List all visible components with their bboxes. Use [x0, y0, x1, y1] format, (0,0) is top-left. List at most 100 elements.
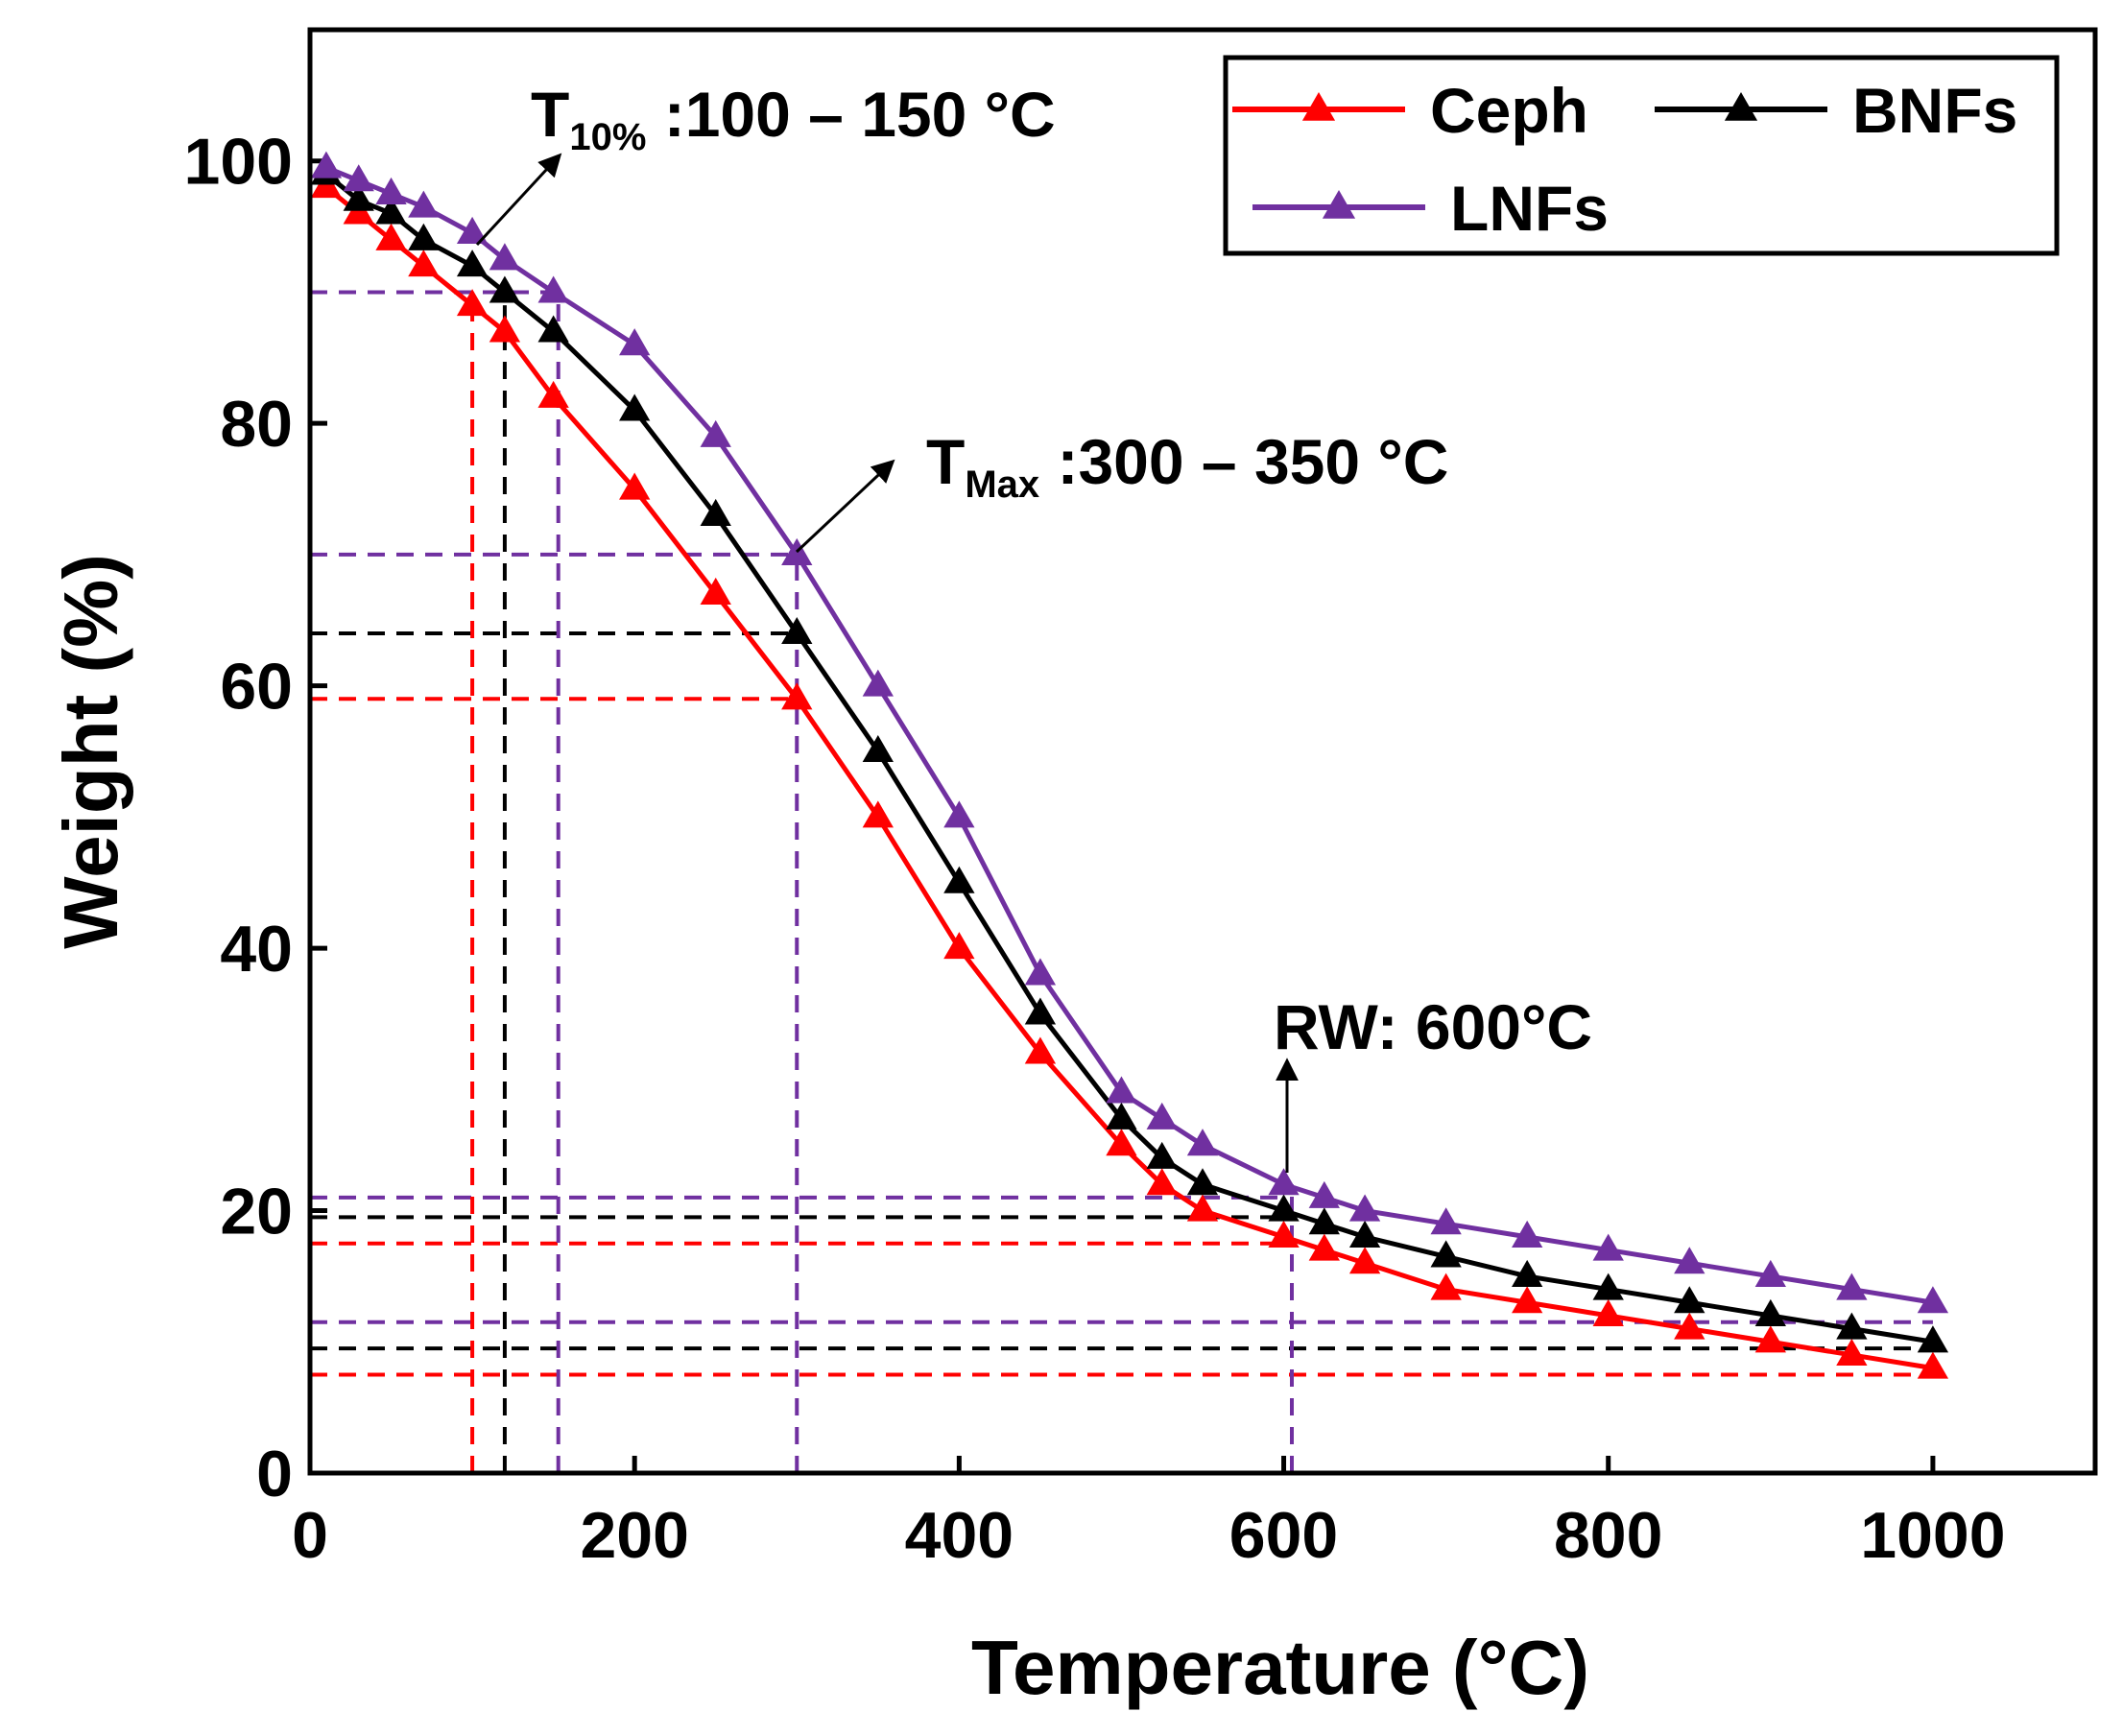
annotation-sub: 10%: [569, 116, 646, 158]
marker: [1268, 1220, 1300, 1248]
marker: [619, 328, 651, 356]
marker: [1024, 1036, 1057, 1064]
y-tick-label: 20: [220, 1176, 293, 1248]
marker: [343, 164, 374, 192]
annotation-rest: :300 – 350 °C: [1039, 426, 1448, 497]
annotation: T10% :100 – 150 °C: [531, 79, 1056, 158]
y-tick-label: 40: [220, 913, 293, 986]
legend-box: [1223, 55, 2060, 256]
marker: [781, 616, 813, 644]
marker: [1024, 958, 1057, 986]
marker: [375, 177, 407, 204]
marker: [1268, 1194, 1300, 1222]
marker: [1430, 1240, 1462, 1268]
marker: [862, 669, 894, 697]
series-line: [324, 185, 1934, 1371]
x-tick-label: 200: [580, 1499, 688, 1572]
marker: [408, 223, 440, 250]
x-axis-title: Temperature (°C): [971, 1625, 1589, 1710]
annotation-rest: :100 – 150 °C: [646, 79, 1055, 150]
marker: [943, 932, 975, 960]
marker: [700, 577, 731, 605]
y-tick-label: 100: [184, 126, 293, 199]
legend: Ceph BNFs LNFs: [1232, 75, 2017, 244]
marker: [1917, 1286, 1949, 1314]
marker: [375, 197, 407, 225]
marker: [489, 275, 521, 303]
marker: [1106, 1102, 1137, 1130]
legend-label: Ceph: [1430, 75, 1588, 146]
marker: [489, 315, 521, 343]
marker: [862, 735, 894, 763]
marker: [1186, 1194, 1219, 1222]
marker: [1268, 1168, 1300, 1196]
marker: [456, 250, 489, 277]
legend-marker: [1322, 190, 1356, 219]
arrow: [795, 459, 895, 554]
marker: [1592, 1298, 1624, 1326]
marker: [1186, 1168, 1219, 1196]
marker: [1308, 1180, 1340, 1208]
x-tick-label: 0: [292, 1499, 328, 1572]
marker: [1348, 1247, 1381, 1274]
marker: [489, 243, 521, 271]
guide-lines: [310, 290, 1933, 1473]
marker: [619, 393, 651, 421]
marker: [1836, 1312, 1868, 1340]
annotation-text: T: [531, 79, 569, 150]
y-tick-label: 60: [220, 651, 293, 724]
marker: [456, 216, 489, 244]
marker: [408, 190, 440, 218]
marker: [343, 183, 374, 211]
plot: 0 200 400 600 800 1000 0 20 40 60 80 100: [184, 126, 2006, 1572]
marker: [1430, 1272, 1462, 1300]
marker: [1917, 1325, 1949, 1353]
marker: [537, 275, 569, 303]
x-tick-label: 600: [1229, 1499, 1338, 1572]
marker: [1754, 1325, 1786, 1353]
marker: [943, 800, 975, 828]
x-tick-label: 400: [905, 1499, 1014, 1572]
marker: [700, 419, 731, 447]
x-tick-label: 1000: [1860, 1499, 2005, 1572]
legend-marker: [1301, 92, 1336, 121]
marker: [1592, 1272, 1624, 1300]
plot-frame: [307, 27, 2098, 1476]
marker: [1836, 1338, 1868, 1366]
annotation-text: T: [926, 426, 965, 497]
marker: [1146, 1141, 1178, 1169]
marker: [537, 315, 569, 343]
marker: [1430, 1207, 1462, 1235]
marker: [375, 223, 407, 250]
marker: [1186, 1129, 1219, 1156]
arrow: [475, 153, 562, 247]
marker: [1512, 1259, 1543, 1287]
marker: [1146, 1102, 1178, 1130]
marker: [456, 289, 489, 317]
marker: [1674, 1286, 1706, 1314]
marker: [1024, 997, 1057, 1025]
series-line: [324, 172, 1934, 1344]
legend-label: BNFs: [1852, 75, 2017, 146]
marker: [1106, 1076, 1137, 1104]
marker: [1106, 1129, 1137, 1156]
marker: [943, 866, 975, 893]
marker: [1348, 1194, 1381, 1222]
marker: [1917, 1351, 1949, 1379]
marker: [1754, 1298, 1786, 1326]
marker: [1674, 1247, 1706, 1274]
marker: [1308, 1233, 1340, 1261]
marker: [1836, 1272, 1868, 1300]
marker: [700, 498, 731, 526]
marker: [1512, 1286, 1543, 1314]
legend-label: LNFs: [1450, 173, 1609, 244]
marker: [862, 800, 894, 828]
marker: [781, 682, 813, 710]
marker: [1592, 1233, 1624, 1261]
y-tick-label: 80: [220, 388, 293, 461]
marker: [1754, 1259, 1786, 1287]
marker: [1674, 1312, 1706, 1340]
marker: [1348, 1220, 1381, 1248]
x-tick-label: 800: [1554, 1499, 1662, 1572]
